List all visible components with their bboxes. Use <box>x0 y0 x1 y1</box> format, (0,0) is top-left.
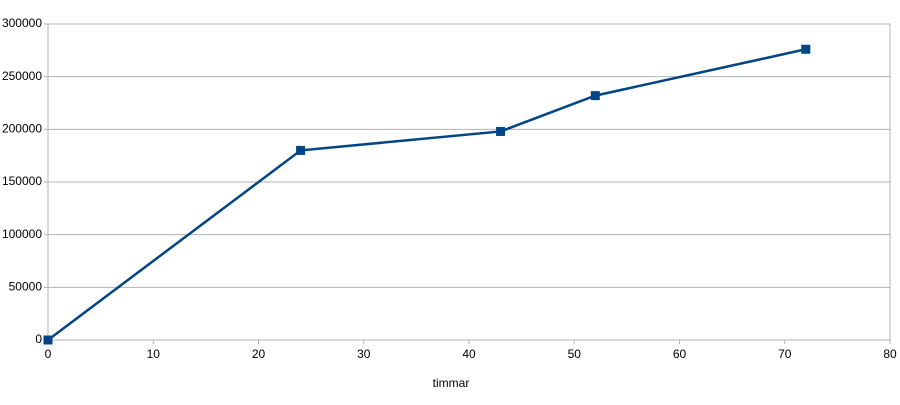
data-point <box>296 145 306 155</box>
x-tick-label: 20 <box>252 347 266 361</box>
x-tick-label: 60 <box>673 347 687 361</box>
y-tick-label: 300000 <box>2 16 42 30</box>
data-point <box>496 126 506 136</box>
y-tick-label: 50000 <box>9 280 43 294</box>
x-tick-label: 10 <box>147 347 161 361</box>
series-line <box>47 48 807 341</box>
data-point <box>590 91 600 101</box>
data-point <box>801 44 811 54</box>
x-axis-label: timmar <box>433 376 470 390</box>
x-tick-label: 50 <box>568 347 582 361</box>
data-point <box>43 335 53 345</box>
y-tick-label: 200000 <box>2 122 42 136</box>
x-tick-label: 70 <box>778 347 792 361</box>
x-tick-label: 80 <box>883 347 897 361</box>
x-tick-label: 40 <box>462 347 476 361</box>
y-tick-label: 100000 <box>2 227 42 241</box>
x-tick-label: 30 <box>357 347 371 361</box>
y-tick-label: 150000 <box>2 174 42 188</box>
y-tick-label: 250000 <box>2 69 42 83</box>
y-tick-label: 0 <box>35 332 42 346</box>
x-tick-label: 0 <box>45 347 52 361</box>
